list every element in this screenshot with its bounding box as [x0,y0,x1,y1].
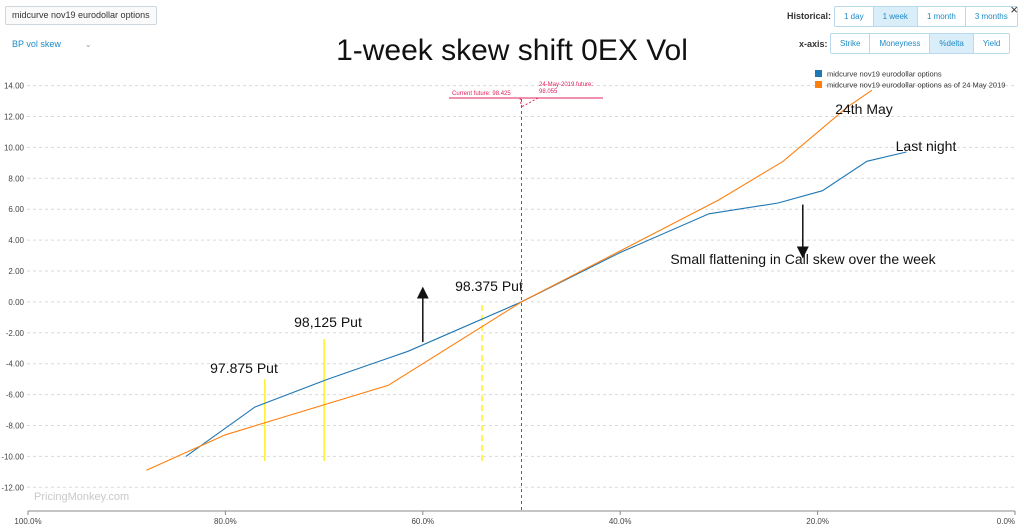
series-line-2 [146,89,873,471]
series-line-1 [185,151,907,457]
reference-bracket-right [521,97,539,108]
y-tick-label: 6.00 [8,205,24,214]
y-tick-label: 12.00 [4,113,25,122]
y-tick-label: 8.00 [8,174,24,183]
x-tick-label: 100.0% [14,517,41,526]
legend-label: midcurve nov19 eurodollar options as of … [827,81,1005,90]
x-tick-label: 60.0% [411,517,434,526]
current-future-label: Current future: 98.425 [452,91,511,97]
x-tick-label: 0.0% [997,517,1015,526]
y-tick-label: -10.00 [1,452,24,461]
legend-swatch [815,70,822,77]
y-tick-label: 10.00 [4,143,25,152]
strike-label: 98,125 Put [294,314,362,330]
x-tick-label: 80.0% [214,517,237,526]
xaxis-option-delta[interactable]: %delta [929,34,973,53]
y-tick-label: -2.00 [6,329,25,338]
close-icon[interactable]: × [1010,2,1018,17]
historical-label: Historical: [787,11,832,21]
strike-label: 97.875 Put [210,360,278,376]
instrument-chip[interactable]: midcurve nov19 eurodollar options [5,6,157,25]
chart-annotation: 24th May [835,101,893,117]
y-tick-label: 4.00 [8,236,24,245]
legend-swatch [815,81,822,88]
y-tick-label: -12.00 [1,483,24,492]
historical-option-3months[interactable]: 3 months [964,7,1017,26]
historical-option-1week[interactable]: 1 week [872,7,917,26]
legend-label: midcurve nov19 eurodollar options [827,70,942,79]
metric-dropdown[interactable]: BP vol skew ⌄ [12,39,92,49]
chart-annotation: Last night [896,138,957,154]
y-tick-label: -6.00 [6,391,25,400]
x-tick-label: 40.0% [609,517,632,526]
chevron-down-icon: ⌄ [84,40,92,49]
historical-selector: 1 day 1 week 1 month 3 months [834,6,1018,27]
xaxis-selector: Strike Moneyness %delta Yield [830,33,1011,54]
xaxis-option-yield[interactable]: Yield [972,34,1010,53]
y-tick-label: -4.00 [6,360,25,369]
y-tick-label: 2.00 [8,267,24,276]
chart-annotation: Small flattening in Call skew over the w… [670,251,936,267]
strike-label: 98.375 Put [455,278,523,294]
reference-bracket-left [519,97,522,108]
y-tick-label: -8.00 [6,422,25,431]
xaxis-label: x-axis: [799,39,828,49]
historical-option-1day[interactable]: 1 day [844,12,864,21]
y-tick-label: 14.00 [4,82,25,91]
watermark: PricingMonkey.com [34,491,129,503]
past-future-label: 24-May-2019 future: 98.055 [539,82,593,95]
x-tick-label: 20.0% [806,517,829,526]
xaxis-option-strike[interactable]: Strike [840,39,861,48]
y-tick-label: 0.00 [8,298,24,307]
xaxis-option-moneyness[interactable]: Moneyness [869,34,929,53]
historical-option-1month[interactable]: 1 month [916,7,965,26]
chart-title: 1-week skew shift 0EX Vol [336,34,688,67]
metric-dropdown-label: BP vol skew [12,39,61,49]
